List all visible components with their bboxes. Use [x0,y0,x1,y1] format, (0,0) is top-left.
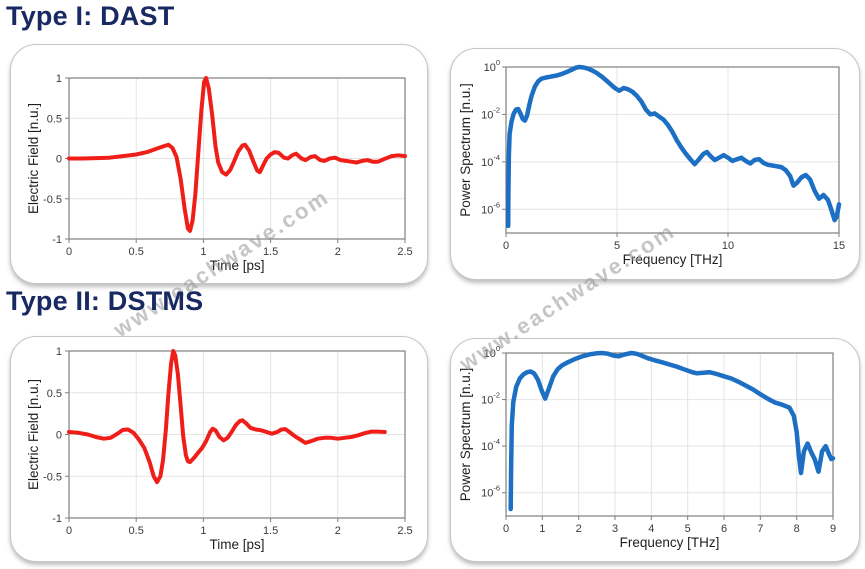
x-tick-label: 4 [648,523,654,535]
y-axis-label: Power Spectrum [n.u.] [458,83,473,217]
x-tick-label: 0.5 [129,525,144,537]
x-tick-label: 1.5 [263,525,278,537]
x-tick-label: 1 [200,246,206,258]
x-tick-label: 1 [539,523,545,535]
x-tick-label: 9 [830,523,836,535]
y-tick-label: 100 [484,344,500,360]
y-tick-label: 10-2 [481,391,500,407]
x-tick-label: 7 [757,523,763,535]
x-tick-label: 1.5 [263,246,278,258]
x-tick-label: 2 [335,525,341,537]
y-tick-label: 0 [56,154,62,166]
panel-dast-time: 0 0.5 1 1.5 2 2.5 -1 -0.5 0 0.5 1 Time [ps] Electric… [10,44,428,284]
y-tick-label: 10-4 [481,153,500,169]
y-tick-label: 1 [56,73,62,85]
x-axis-label: Time [ps] [209,537,264,552]
y-tick-label: -1 [52,234,62,246]
x-tick-label: 1 [200,525,206,537]
dast-spectrum-svg: 0 5 10 15 100 10-2 10-4 10-6 Frequency [THz] Powe… [458,58,845,267]
dstms-spectrum-svg: 0 1 2 3 4 5 6 7 8 9 100 10-2 10-4 10-6 Frequency [THz]… [458,344,836,550]
y-tick-label: 0.5 [47,388,62,400]
x-tick-label: 10 [722,240,734,252]
x-tick-label: 6 [721,523,727,535]
dstms-time-chart: 0 0.5 1 1.5 2 2.5 -1 -0.5 0 0.5 1 Time [ps] Electric… [11,337,427,561]
y-tick-label: 0 [56,430,62,442]
y-tick-label: 100 [484,58,500,74]
plot-box [505,352,834,517]
panel-dast-spectrum: 0 5 10 15 100 10-2 10-4 10-6 Frequency [THz] Powe… [450,48,860,280]
y-tick-label: 0.5 [47,113,62,125]
x-axis-label: Time [ps] [209,258,264,273]
x-tick-label: 0 [66,525,72,537]
y-tick-label: -1 [52,513,62,525]
data-line [67,76,407,233]
x-tick-label: 2.5 [397,246,412,258]
y-tick-label: 1 [56,346,62,358]
panel-dstms-time: 0 0.5 1 1.5 2 2.5 -1 -0.5 0 0.5 1 Time [ps] Electric… [10,336,428,562]
dast-spectrum-chart: 0 5 10 15 100 10-2 10-4 10-6 Frequency [THz] Powe… [451,49,859,279]
x-tick-label: 0.5 [129,246,144,258]
x-tick-label: 5 [614,240,620,252]
x-tick-label: 2.5 [397,525,412,537]
y-tick-label: 10-6 [481,484,500,500]
x-tick-label: 2 [335,246,341,258]
x-tick-label: 8 [794,523,800,535]
plot-box [68,350,406,519]
x-axis-label: Frequency [THz] [620,535,720,550]
y-tick-label: 10-2 [481,105,500,121]
dast-time-chart: 0 0.5 1 1.5 2 2.5 -1 -0.5 0 0.5 1 Time [ps] Electric… [11,45,427,283]
plot-box [505,66,840,234]
y-axis-label: Power Spectrum [n.u.] [458,368,473,502]
x-tick-label: 15 [833,240,845,252]
x-tick-label: 0 [66,246,72,258]
y-tick-label: -0.5 [43,194,62,206]
y-tick-label: 10-4 [481,437,500,453]
y-axis-label: Electric Field [n.u.] [26,379,41,490]
data-line [67,349,387,485]
y-tick-label: 10-6 [481,200,500,216]
x-tick-label: 2 [576,523,582,535]
dstms-spectrum-chart: 0 1 2 3 4 5 6 7 8 9 100 10-2 10-4 10-6 Frequency [THz]… [451,339,859,561]
data-line [505,64,842,229]
y-tick-label: -0.5 [43,471,62,483]
y-axis-label: Electric Field [n.u.] [26,103,41,214]
panel-dstms-spectrum: 0 1 2 3 4 5 6 7 8 9 100 10-2 10-4 10-6 Frequency [THz]… [450,338,860,562]
data-line [508,350,836,512]
x-tick-label: 0 [503,240,509,252]
x-axis-label: Frequency [THz] [623,252,723,267]
x-tick-label: 0 [503,523,509,535]
x-tick-label: 5 [685,523,691,535]
section-heading-type2-dstms: Type II: DSTMS [6,286,204,316]
x-tick-label: 3 [612,523,618,535]
section-heading-type1-dast: Type I: DAST [6,1,175,31]
